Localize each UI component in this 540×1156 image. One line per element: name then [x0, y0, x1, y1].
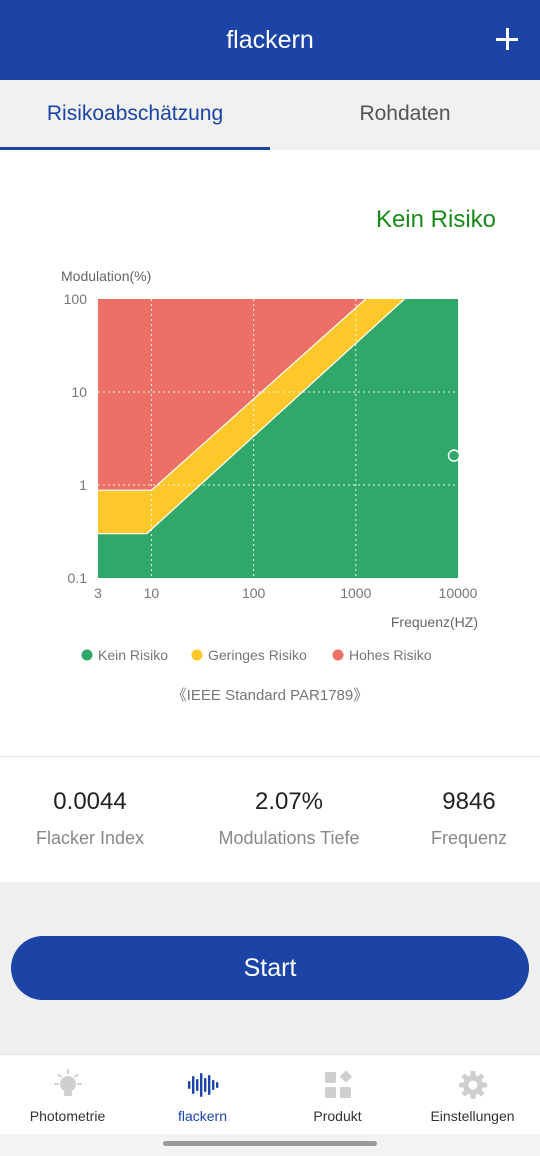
nav-item-einstellungen[interactable]: Einstellungen [405, 1055, 540, 1135]
y-tick-label: 1 [79, 477, 87, 493]
x-axis-label: Frequenz(HZ) [391, 614, 478, 630]
nav-label: flackern [177, 1108, 228, 1124]
chart-legend: Kein Risiko Geringes Risiko Hohes Risiko [81, 647, 432, 663]
x-tick-label: 3 [94, 585, 102, 601]
metric-label: Flacker Index [35, 828, 145, 848]
nav-label: Einstellungen [430, 1108, 515, 1124]
nav-item-produkt[interactable]: Produkt [270, 1055, 405, 1135]
gear-icon [458, 1071, 487, 1099]
legend-label: Kein Risiko [98, 647, 168, 663]
risk-status-label: Kein Risiko [375, 206, 496, 233]
legend-label: Hohes Risiko [349, 647, 432, 663]
y-axis-label: Modulation(%) [61, 268, 151, 284]
x-tick-label: 100 [242, 585, 266, 601]
low-risk-boundary [98, 298, 405, 535]
region-no-risk [98, 299, 458, 578]
lightbulb-icon [53, 1069, 82, 1096]
measurement-point [447, 449, 461, 462]
tab-risk-assessment[interactable]: Risikoabschätzung [46, 102, 224, 125]
start-button[interactable]: Start [11, 936, 529, 1000]
app-title: flackern [226, 26, 314, 54]
metric-flicker-index: 0.0044 Flacker Index [20, 788, 160, 849]
metric-label: Modulations Tiefe [218, 828, 360, 848]
grid-icon [324, 1070, 352, 1098]
legend-swatch [81, 649, 93, 661]
tab-bar: Risikoabschätzung Rohdaten [0, 80, 540, 150]
y-tick-label: 10 [71, 384, 87, 400]
bottom-navigation: Photometrie flackern Produkt [0, 1054, 540, 1134]
nav-item-flackern[interactable]: flackern [135, 1055, 270, 1135]
x-tick-label: 10000 [439, 585, 478, 601]
tab-indicator [0, 147, 270, 150]
legend-swatch [191, 649, 203, 661]
plus-icon[interactable] [496, 28, 518, 50]
metric-value: 0.0044 [53, 788, 127, 815]
y-tick-label: 100 [64, 291, 88, 307]
metric-label: Frequenz [430, 828, 508, 848]
legend-label: Geringes Risiko [208, 647, 307, 663]
metric-frequency: 9846 Frequenz [414, 788, 524, 849]
x-tick-label: 1000 [340, 585, 371, 601]
nav-label: Photometrie [29, 1108, 106, 1124]
metric-value: 9846 [442, 788, 496, 815]
legend-swatch [332, 649, 344, 661]
standard-note: 《IEEE Standard PAR1789》 [171, 687, 369, 704]
risk-chart: Modulation(%) 3 10 100 1000 10000 1001010.1 … [61, 268, 478, 663]
tab-raw-data[interactable]: Rohdaten [359, 102, 451, 125]
top-app-bar: flackern [0, 0, 540, 80]
home-indicator[interactable] [163, 1141, 377, 1146]
divider [0, 756, 540, 757]
metric-value: 2.07% [254, 788, 324, 815]
metric-modulation-depth: 2.07% Modulations Tiefe [199, 788, 379, 849]
y-tick-label: 0.1 [68, 570, 88, 586]
waveform-icon [187, 1073, 218, 1097]
nav-item-photometrie[interactable]: Photometrie [0, 1055, 135, 1135]
nav-label: Produkt [313, 1108, 362, 1124]
x-tick-label: 10 [144, 585, 160, 601]
